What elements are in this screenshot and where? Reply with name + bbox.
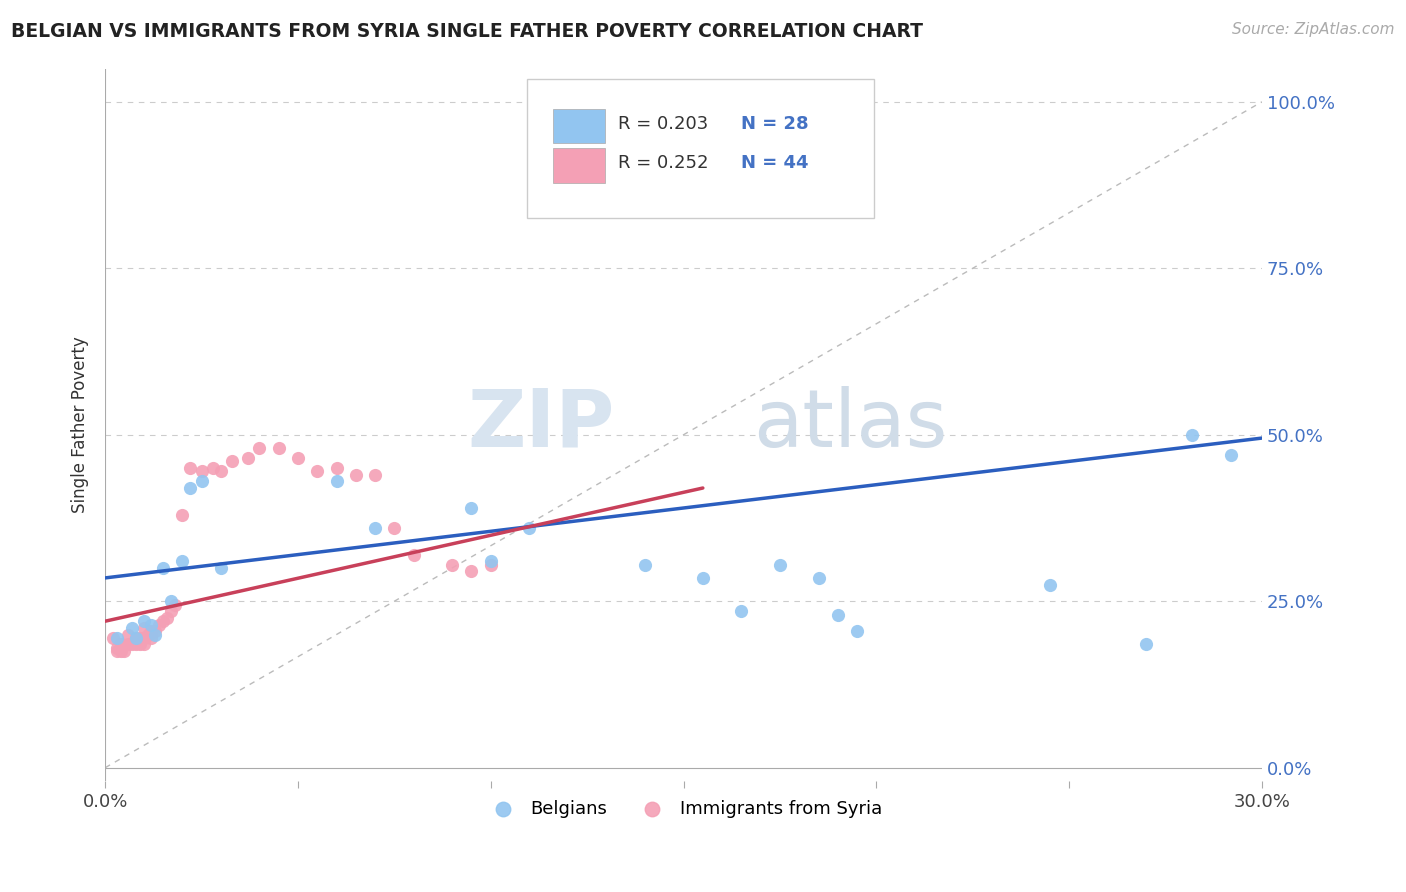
Point [441, 558, 464, 572]
Y-axis label: Single Father Poverty: Single Father Poverty [72, 336, 89, 513]
Point [105, 640, 128, 655]
Point [460, 564, 482, 578]
Text: N = 44: N = 44 [741, 154, 808, 172]
Text: atlas: atlas [754, 385, 948, 464]
Point [132, 614, 155, 628]
Point [827, 607, 849, 622]
Point [152, 614, 174, 628]
Point [110, 638, 132, 652]
Point [125, 638, 148, 652]
Point [172, 554, 194, 568]
Legend: Belgians, Immigrants from Syria: Belgians, Immigrants from Syria [478, 793, 889, 825]
FancyBboxPatch shape [553, 148, 605, 183]
Point [110, 644, 132, 658]
Point [1181, 427, 1204, 442]
Point [121, 621, 143, 635]
Point [129, 638, 152, 652]
FancyBboxPatch shape [553, 109, 605, 144]
Point [141, 631, 163, 645]
Point [159, 594, 181, 608]
Point [634, 558, 657, 572]
Text: R = 0.252: R = 0.252 [617, 154, 709, 172]
Point [384, 521, 406, 535]
Point [132, 621, 155, 635]
Point [364, 521, 387, 535]
Text: BELGIAN VS IMMIGRANTS FROM SYRIA SINGLE FATHER POVERTY CORRELATION CHART: BELGIAN VS IMMIGRANTS FROM SYRIA SINGLE … [11, 22, 924, 41]
Point [114, 644, 136, 658]
Point [156, 611, 179, 625]
Point [221, 454, 243, 468]
Point [730, 604, 752, 618]
Point [129, 631, 152, 645]
Point [125, 631, 148, 645]
Point [479, 554, 502, 568]
Point [209, 464, 232, 478]
Point [402, 548, 425, 562]
Point [202, 461, 225, 475]
Point [117, 627, 139, 641]
Text: ZIP: ZIP [467, 385, 614, 464]
Point [460, 500, 482, 515]
Point [517, 521, 540, 535]
Point [136, 627, 159, 641]
Text: R = 0.203: R = 0.203 [617, 115, 707, 133]
Point [846, 624, 869, 639]
Point [236, 451, 259, 466]
Point [101, 631, 124, 645]
Point [344, 467, 367, 482]
Point [179, 461, 201, 475]
Point [190, 464, 212, 478]
Point [163, 598, 186, 612]
Point [769, 558, 792, 572]
Point [121, 638, 143, 652]
Point [287, 451, 309, 466]
Point [325, 461, 347, 475]
Point [807, 571, 830, 585]
Point [143, 627, 166, 641]
Point [117, 638, 139, 652]
Point [1220, 448, 1243, 462]
Point [692, 571, 714, 585]
Point [141, 624, 163, 639]
Point [148, 617, 170, 632]
Point [143, 624, 166, 639]
Point [105, 631, 128, 645]
Point [141, 617, 163, 632]
Point [249, 441, 271, 455]
Point [267, 441, 290, 455]
Point [132, 638, 155, 652]
Point [105, 644, 128, 658]
Point [325, 475, 347, 489]
Point [307, 464, 329, 478]
Point [209, 561, 232, 575]
Point [179, 481, 201, 495]
Point [132, 631, 155, 645]
Point [172, 508, 194, 522]
FancyBboxPatch shape [527, 79, 875, 219]
Point [1039, 577, 1062, 591]
Point [159, 604, 181, 618]
Point [152, 561, 174, 575]
Point [190, 475, 212, 489]
Text: Source: ZipAtlas.com: Source: ZipAtlas.com [1232, 22, 1395, 37]
Point [1135, 638, 1157, 652]
Point [364, 467, 387, 482]
Text: N = 28: N = 28 [741, 115, 808, 133]
Point [125, 631, 148, 645]
Point [479, 558, 502, 572]
